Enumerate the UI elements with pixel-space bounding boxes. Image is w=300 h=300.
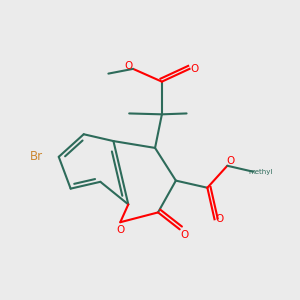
Text: O: O [124,61,132,71]
Text: O: O [116,225,124,235]
Text: methyl: methyl [248,169,273,175]
Text: O: O [180,230,188,240]
Text: O: O [226,156,234,166]
Text: Br: Br [30,150,43,163]
Text: O: O [190,64,199,74]
Text: O: O [215,214,224,224]
